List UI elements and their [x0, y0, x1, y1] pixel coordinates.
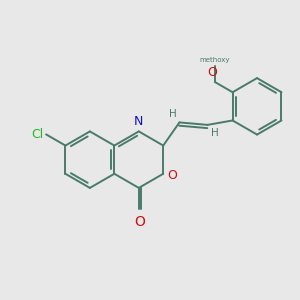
Text: N: N	[134, 115, 143, 128]
Text: O: O	[134, 214, 145, 229]
Text: H: H	[211, 128, 218, 138]
Text: Cl: Cl	[32, 128, 44, 141]
Text: O: O	[168, 169, 178, 182]
Text: O: O	[207, 66, 217, 79]
Text: H: H	[169, 109, 176, 119]
Text: methoxy: methoxy	[200, 57, 230, 63]
